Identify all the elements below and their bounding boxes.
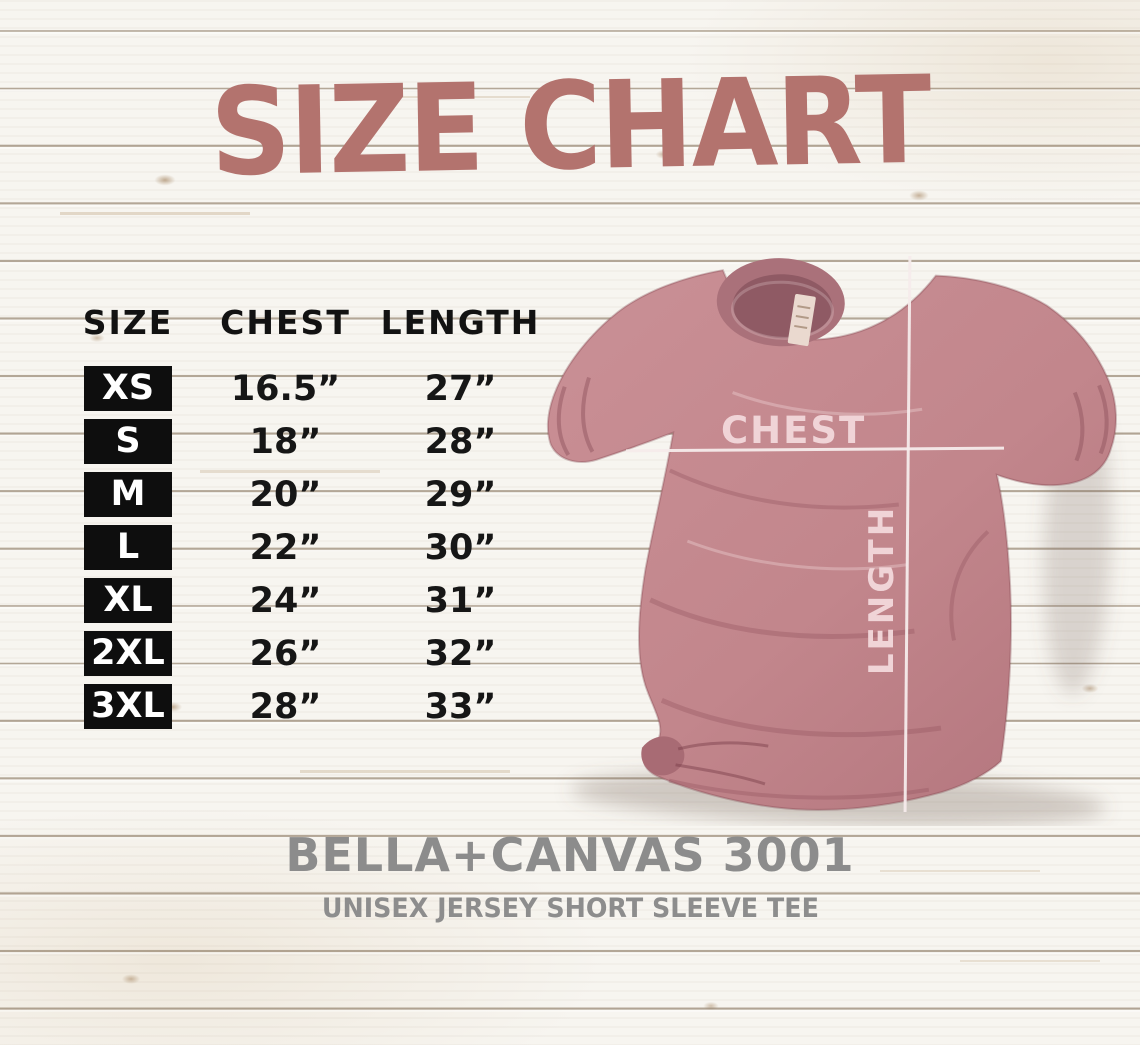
product-subtitle-text: UNISEX JERSEY SHORT SLEEVE TEE — [321, 893, 819, 924]
chest-label: CHEST — [721, 409, 867, 452]
product-subtitle: UNISEX JERSEY SHORT SLEEVE TEE — [0, 893, 1140, 924]
table-row: M 20” 29” — [58, 472, 548, 517]
table-row: 3XL 28” 33” — [58, 684, 548, 729]
header-chest: CHEST — [220, 303, 351, 342]
tshirt-illustration — [546, 258, 1118, 827]
size-badge: XL — [84, 578, 172, 623]
size-badge: 3XL — [84, 684, 172, 729]
length-value: 33” — [424, 686, 497, 727]
size-cell: L — [58, 525, 198, 570]
length-value: 30” — [424, 527, 497, 568]
chest-value: 26” — [249, 633, 322, 674]
size-badge: 2XL — [84, 631, 172, 676]
hem-knot — [641, 736, 685, 776]
size-badge: XS — [84, 366, 172, 411]
size-cell: M — [58, 472, 198, 517]
size-badge: L — [84, 525, 172, 570]
header-length: LENGTH — [380, 303, 541, 342]
fabric-highlights — [686, 391, 923, 571]
length-value: 29” — [424, 474, 497, 515]
size-cell: XL — [58, 578, 198, 623]
product-name: BELLA+CANVAS 3001 — [285, 828, 855, 882]
chest-value: 16.5” — [230, 368, 341, 409]
chest-value: 22” — [249, 527, 322, 568]
page-title: SIZE CHART — [209, 50, 931, 204]
table-row: XL 24” 31” — [58, 578, 548, 623]
neck-tag — [787, 293, 816, 347]
size-badge: M — [84, 472, 172, 517]
sleeve-folds — [556, 376, 1109, 462]
chest-value: 18” — [249, 421, 322, 462]
table-header-row: SIZE CHEST LENGTH — [58, 303, 548, 342]
length-value: 32” — [424, 633, 497, 674]
collar-highlight — [731, 280, 834, 340]
size-cell: 3XL — [58, 684, 198, 729]
size-cell: 2XL — [58, 631, 198, 676]
header-size: SIZE — [82, 303, 174, 342]
length-value: 31” — [424, 580, 497, 621]
size-table: SIZE CHEST LENGTH XS 16.5” 27” S 18” 28”… — [58, 303, 548, 737]
table-row: 2XL 26” 32” — [58, 631, 548, 676]
knot-folds — [675, 741, 769, 786]
table-row: S 18” 28” — [58, 419, 548, 464]
length-value: 27” — [424, 368, 497, 409]
chest-value: 28” — [249, 686, 322, 727]
table-row: XS 16.5” 27” — [58, 366, 548, 411]
size-badge: S — [84, 419, 172, 464]
length-label: LENGTH — [862, 504, 902, 676]
chest-value: 24” — [249, 580, 322, 621]
table-row: L 22” 30” — [58, 525, 548, 570]
shirt-body — [546, 269, 1118, 811]
length-value: 28” — [424, 421, 497, 462]
chest-value: 20” — [249, 474, 322, 515]
size-cell: S — [58, 419, 198, 464]
size-cell: XS — [58, 366, 198, 411]
tshirt-photo — [518, 226, 1138, 827]
fabric-wrinkles — [649, 468, 990, 800]
